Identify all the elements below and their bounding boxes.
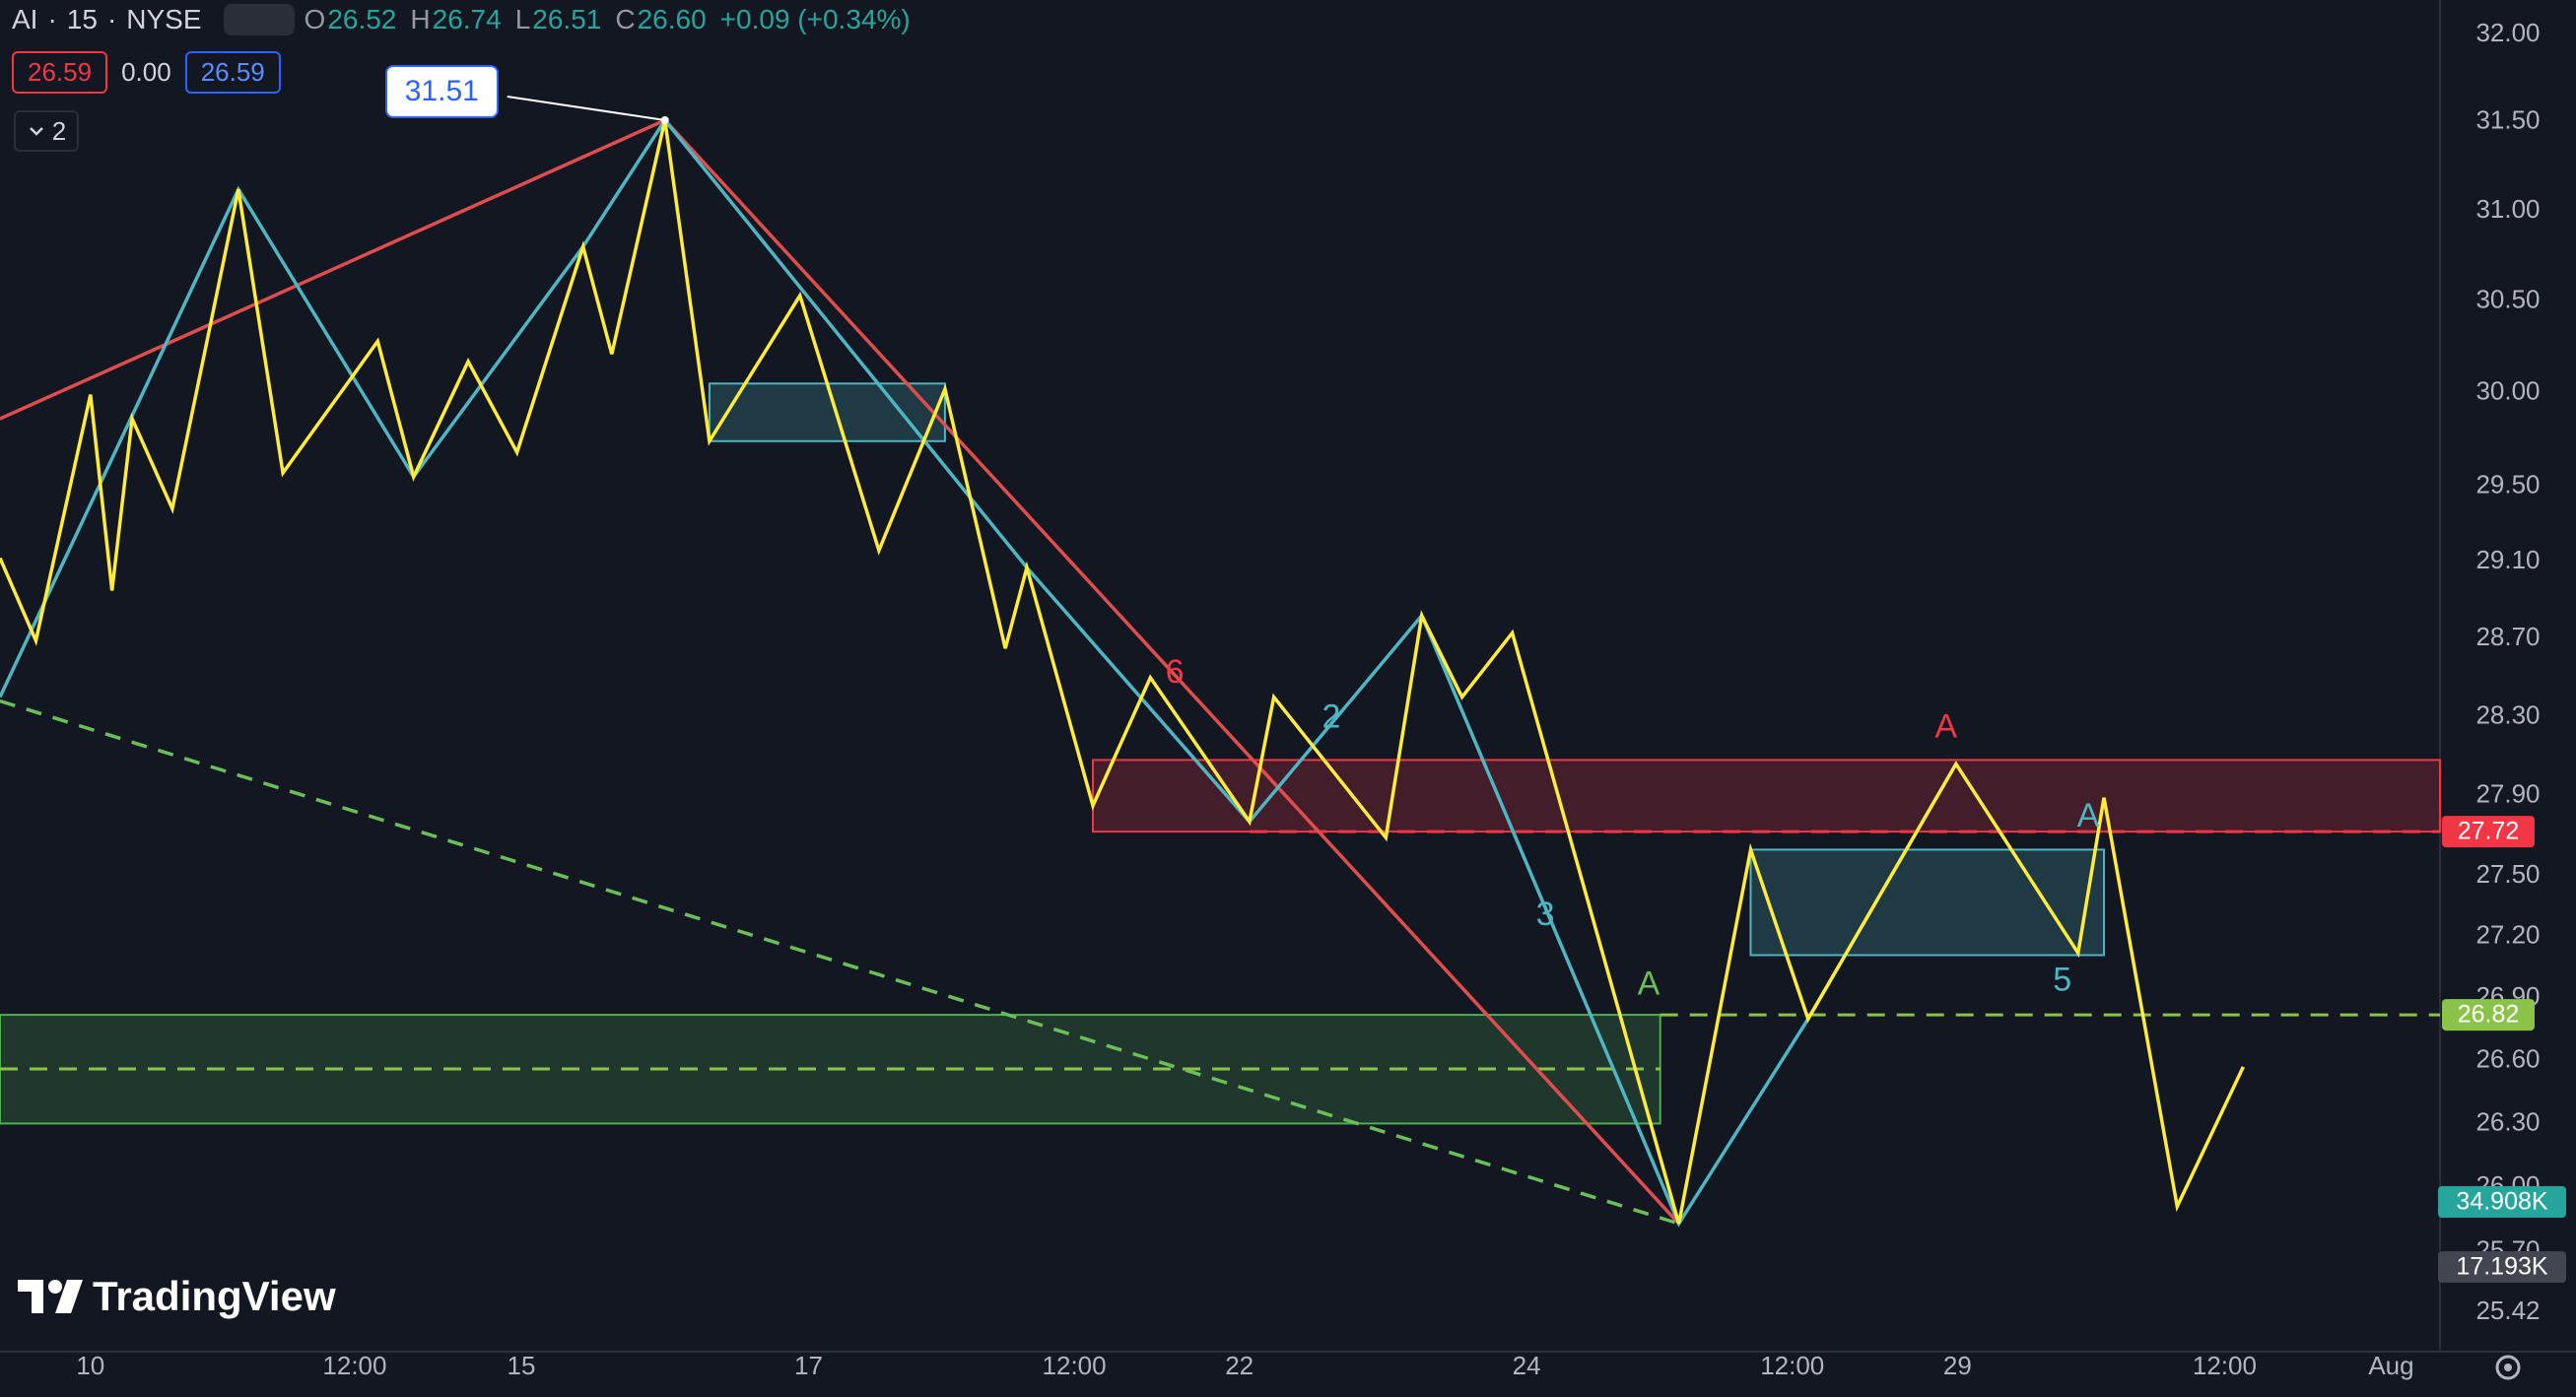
ohlc-value: 26.51 [532,4,602,34]
volume-tag-label: 34.908K [2456,1188,2547,1216]
ohlc-key: L [514,4,531,34]
y-tick-label: 25.42 [2475,1296,2540,1325]
y-tick-label: 26.60 [2475,1043,2540,1073]
volume-tag [2438,1251,2566,1283]
x-tick-label: 10 [76,1351,104,1380]
x-tick-label: 12:00 [2193,1351,2257,1380]
spread: 0.00 [121,57,171,87]
y-tick-label: 28.30 [2475,699,2540,729]
volume-tag-label: 17.193K [2456,1253,2547,1281]
wave-label: A [1638,965,1661,1003]
ohlc-key: O [304,4,326,34]
zone [1092,759,2441,833]
x-tick-label: 12:00 [322,1351,386,1380]
high-callout: 31.51 [384,65,499,118]
wave-label: 3 [1536,896,1555,933]
zone [1749,848,2105,957]
wave-label: 6 [1166,653,1185,691]
indicator-count: 2 [51,115,67,146]
y-tick-label: 27.50 [2475,859,2540,889]
ohlc-value: 26.52 [327,4,397,34]
separator: · [47,4,57,34]
trade-row: 26.59 0.00 26.59 [12,51,295,94]
x-tick-label: 17 [794,1351,823,1380]
price-tag-label: 27.72 [2458,818,2520,845]
y-tick-label: 30.00 [2475,376,2540,406]
wave-label: A [2077,797,2100,834]
price-tag [2442,816,2535,848]
callout-anchor [660,116,669,125]
buy-price[interactable]: 26.59 [184,51,281,94]
symbol[interactable]: AI [12,4,38,34]
visibility-toggle[interactable] [223,4,295,35]
zigzag-line [0,698,1680,1226]
gear-hub [2504,1364,2512,1371]
volume-tag [2438,1186,2566,1218]
price-tag [2442,999,2535,1031]
separator: · [106,4,117,34]
x-tick-label: 12:00 [1043,1351,1107,1380]
x-tick-label: Aug [2368,1351,2413,1380]
price-tag-label: 26.82 [2458,1001,2520,1029]
settings-icon[interactable] [2495,1355,2521,1380]
x-tick-label: 22 [1225,1351,1254,1380]
exchange: NYSE [126,4,202,34]
indicators-toggle[interactable]: 2 [14,110,79,152]
ohlc-key: C [615,4,636,34]
watermark-text: TradingView [93,1273,336,1319]
y-tick-label: 30.50 [2475,284,2540,313]
sell-price[interactable]: 26.59 [12,51,108,94]
x-tick-label: 12:00 [1760,1351,1824,1380]
gear-ring [2495,1355,2521,1380]
y-tick-label: 31.50 [2475,105,2540,135]
callout-leader [507,96,665,121]
zone [708,382,946,442]
wave-label: 5 [2053,962,2071,999]
chevron-icon [29,127,43,136]
watermark-logo [18,1280,83,1313]
y-tick-label: 27.90 [2475,779,2540,809]
wave-label: A [1934,707,1957,745]
y-tick-label: 28.70 [2475,622,2540,651]
ohlc-value: 26.60 [637,4,707,34]
x-tick-label: 29 [1943,1351,1972,1380]
ohlc-key: H [410,4,431,34]
y-tick-label: 32.00 [2475,18,2540,47]
x-tick-label: 15 [508,1351,536,1380]
watermark: TradingView [18,1273,336,1320]
y-tick-label: 29.10 [2475,545,2540,574]
wave-label: 2 [1322,698,1340,735]
zigzag-line [0,119,2245,1225]
y-tick-label: 26.30 [2475,1106,2540,1136]
symbol-header: AI · 15 · NYSE O 26.52 H 26.74 L 26.51 C 26.… [0,0,924,39]
high-value: 31.51 [404,75,479,107]
y-tick-label: 31.00 [2475,194,2540,224]
y-tick-label: 29.50 [2475,469,2540,499]
y-tick-label: 27.20 [2475,920,2540,950]
change: +0.09 (+0.34%) [719,4,911,34]
x-tick-label: 24 [1513,1351,1541,1380]
interval[interactable]: 15 [66,4,98,34]
ohlc-value: 26.74 [432,4,502,34]
